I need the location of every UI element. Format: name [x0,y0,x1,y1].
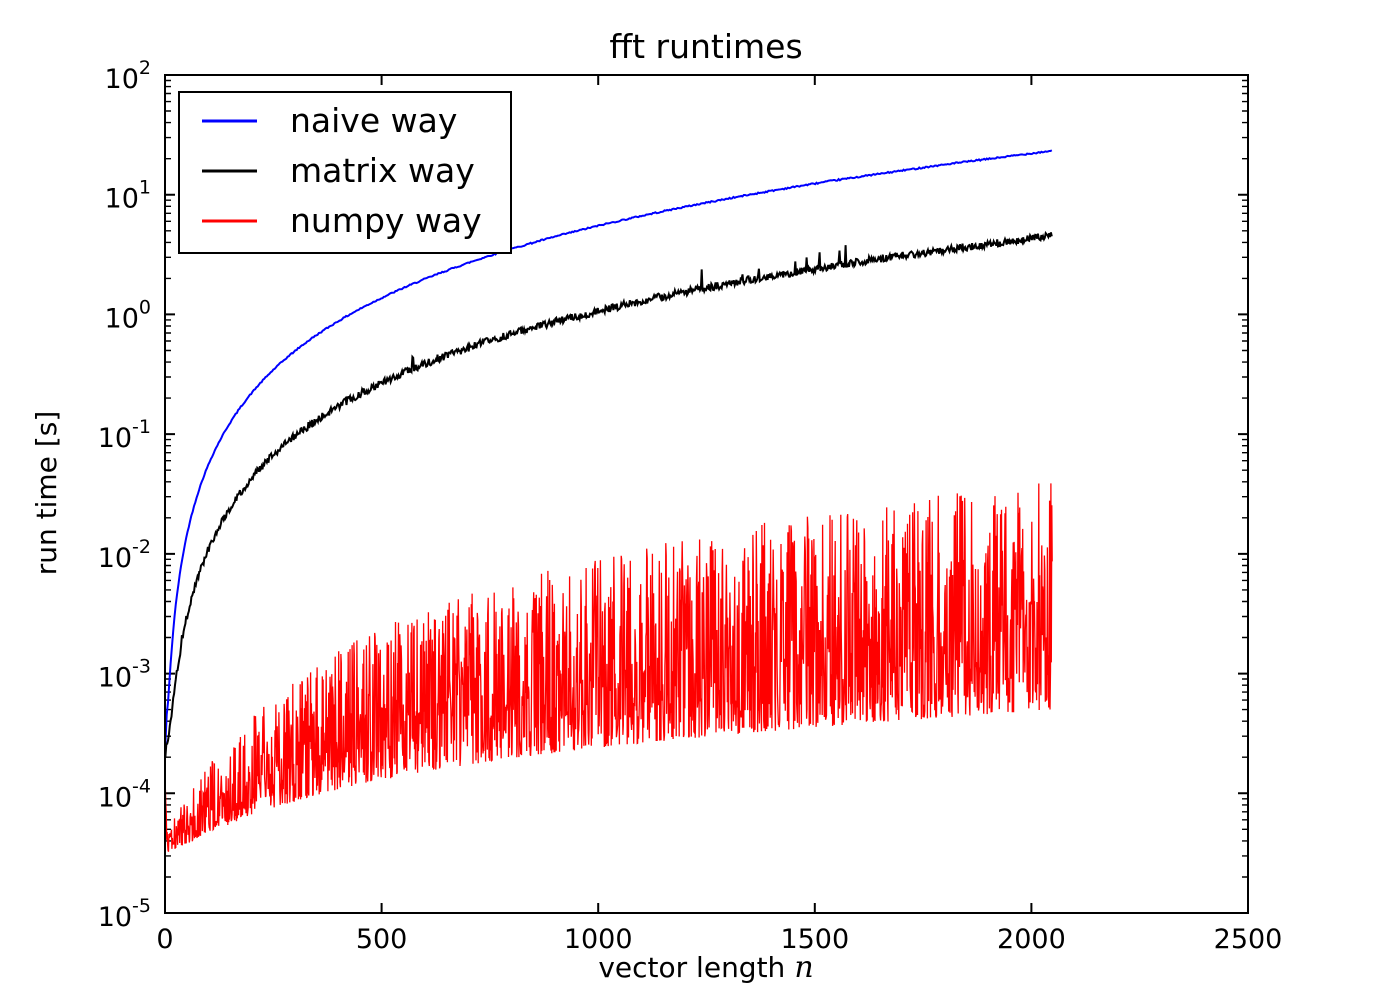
y-axis-label: run time [s] [30,411,63,576]
y-tick-label: 10-2 [98,536,151,574]
legend-label-matrix: matrix way [290,151,475,190]
x-axis-label-text: vector length [598,951,785,984]
x-tick-label: 1500 [780,924,849,955]
legend-label-numpy: numpy way [290,201,482,240]
chart-title: fft runtimes [609,27,802,66]
legend: naive way matrix way numpy way [178,91,512,254]
x-tick-labels: 0 500 1000 1500 2000 2500 [156,924,1282,955]
x-axis-label: vector length n [598,950,813,985]
x-tick-label: 2000 [997,924,1066,955]
series-path-matrix-way [165,230,1053,758]
x-tick-label: 500 [356,924,408,955]
y-tick-label: 10-5 [98,895,151,933]
y-tick-labels: 102 101 100 10-1 10-2 10-3 10-4 10-5 [98,57,151,933]
series-path-numpy-way [165,483,1053,852]
series-layer [165,149,1053,852]
x-axis-label-var: n [794,950,813,985]
x-tick-label: 2500 [1214,924,1283,955]
series-path-naive-way [165,149,1053,744]
y-tick-label: 102 [105,57,151,95]
y-tick-label: 100 [105,296,151,334]
x-tick-label: 1000 [564,924,633,955]
legend-entry-matrix: matrix way [202,151,475,190]
plot-border [164,74,1249,914]
legend-label-naive: naive way [290,101,457,140]
y-tick-label: 10-1 [98,416,151,454]
x-tick-label: 0 [156,924,173,955]
y-tick-label: 101 [105,177,151,215]
y-tick-label: 10-4 [98,775,151,813]
legend-entry-numpy: numpy way [202,201,482,240]
y-tick-label: 10-3 [98,656,151,694]
legend-entry-naive: naive way [202,101,457,140]
